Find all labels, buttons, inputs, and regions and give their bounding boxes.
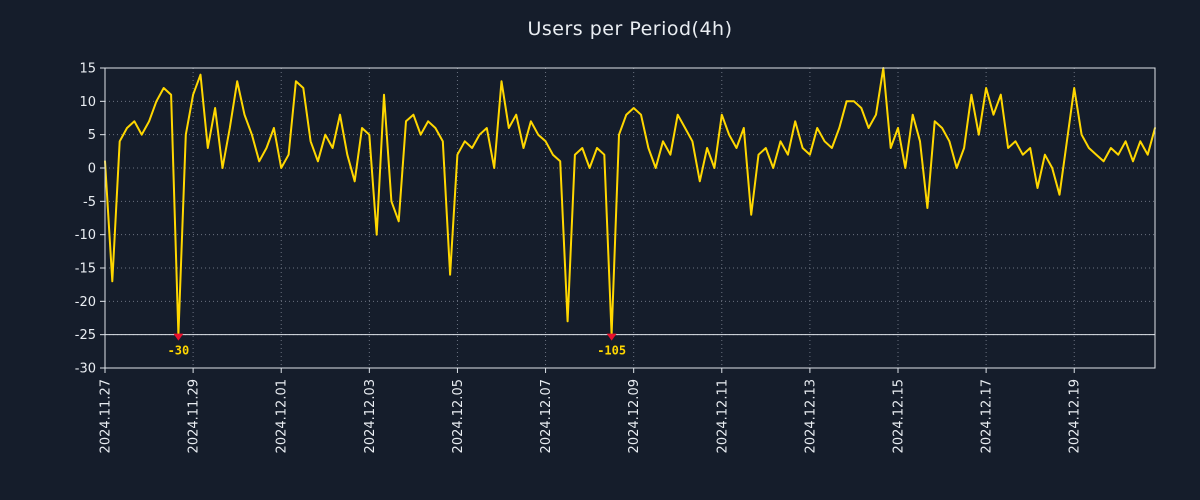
svg-text:2024.12.17: 2024.12.17 xyxy=(980,379,995,453)
svg-text:-30: -30 xyxy=(168,344,190,358)
svg-text:2024.12.01: 2024.12.01 xyxy=(275,379,290,453)
svg-text:2024.11.29: 2024.11.29 xyxy=(187,379,202,453)
svg-text:-20: -20 xyxy=(75,295,96,310)
svg-text:2024.12.07: 2024.12.07 xyxy=(539,379,554,453)
svg-text:0: 0 xyxy=(88,162,96,177)
svg-text:10: 10 xyxy=(79,95,96,110)
svg-text:-25: -25 xyxy=(75,328,96,343)
svg-text:2024.12.09: 2024.12.09 xyxy=(627,379,642,453)
svg-text:2024.11.27: 2024.11.27 xyxy=(99,379,114,453)
svg-text:-105: -105 xyxy=(597,344,626,358)
svg-text:2024.12.13: 2024.12.13 xyxy=(803,379,818,453)
svg-text:2024.12.05: 2024.12.05 xyxy=(451,379,466,453)
svg-text:2024.12.11: 2024.12.11 xyxy=(715,379,730,453)
svg-text:5: 5 xyxy=(88,128,96,143)
svg-text:-15: -15 xyxy=(75,262,96,277)
svg-text:15: 15 xyxy=(79,62,96,77)
svg-text:-30: -30 xyxy=(75,362,96,377)
svg-text:2024.12.15: 2024.12.15 xyxy=(892,379,907,453)
svg-text:2024.12.19: 2024.12.19 xyxy=(1068,379,1083,453)
svg-text:-5: -5 xyxy=(83,195,96,210)
svg-text:-10: -10 xyxy=(75,228,96,243)
svg-text:2024.12.03: 2024.12.03 xyxy=(363,379,378,453)
chart-title: Users per Period(4h) xyxy=(527,18,733,40)
